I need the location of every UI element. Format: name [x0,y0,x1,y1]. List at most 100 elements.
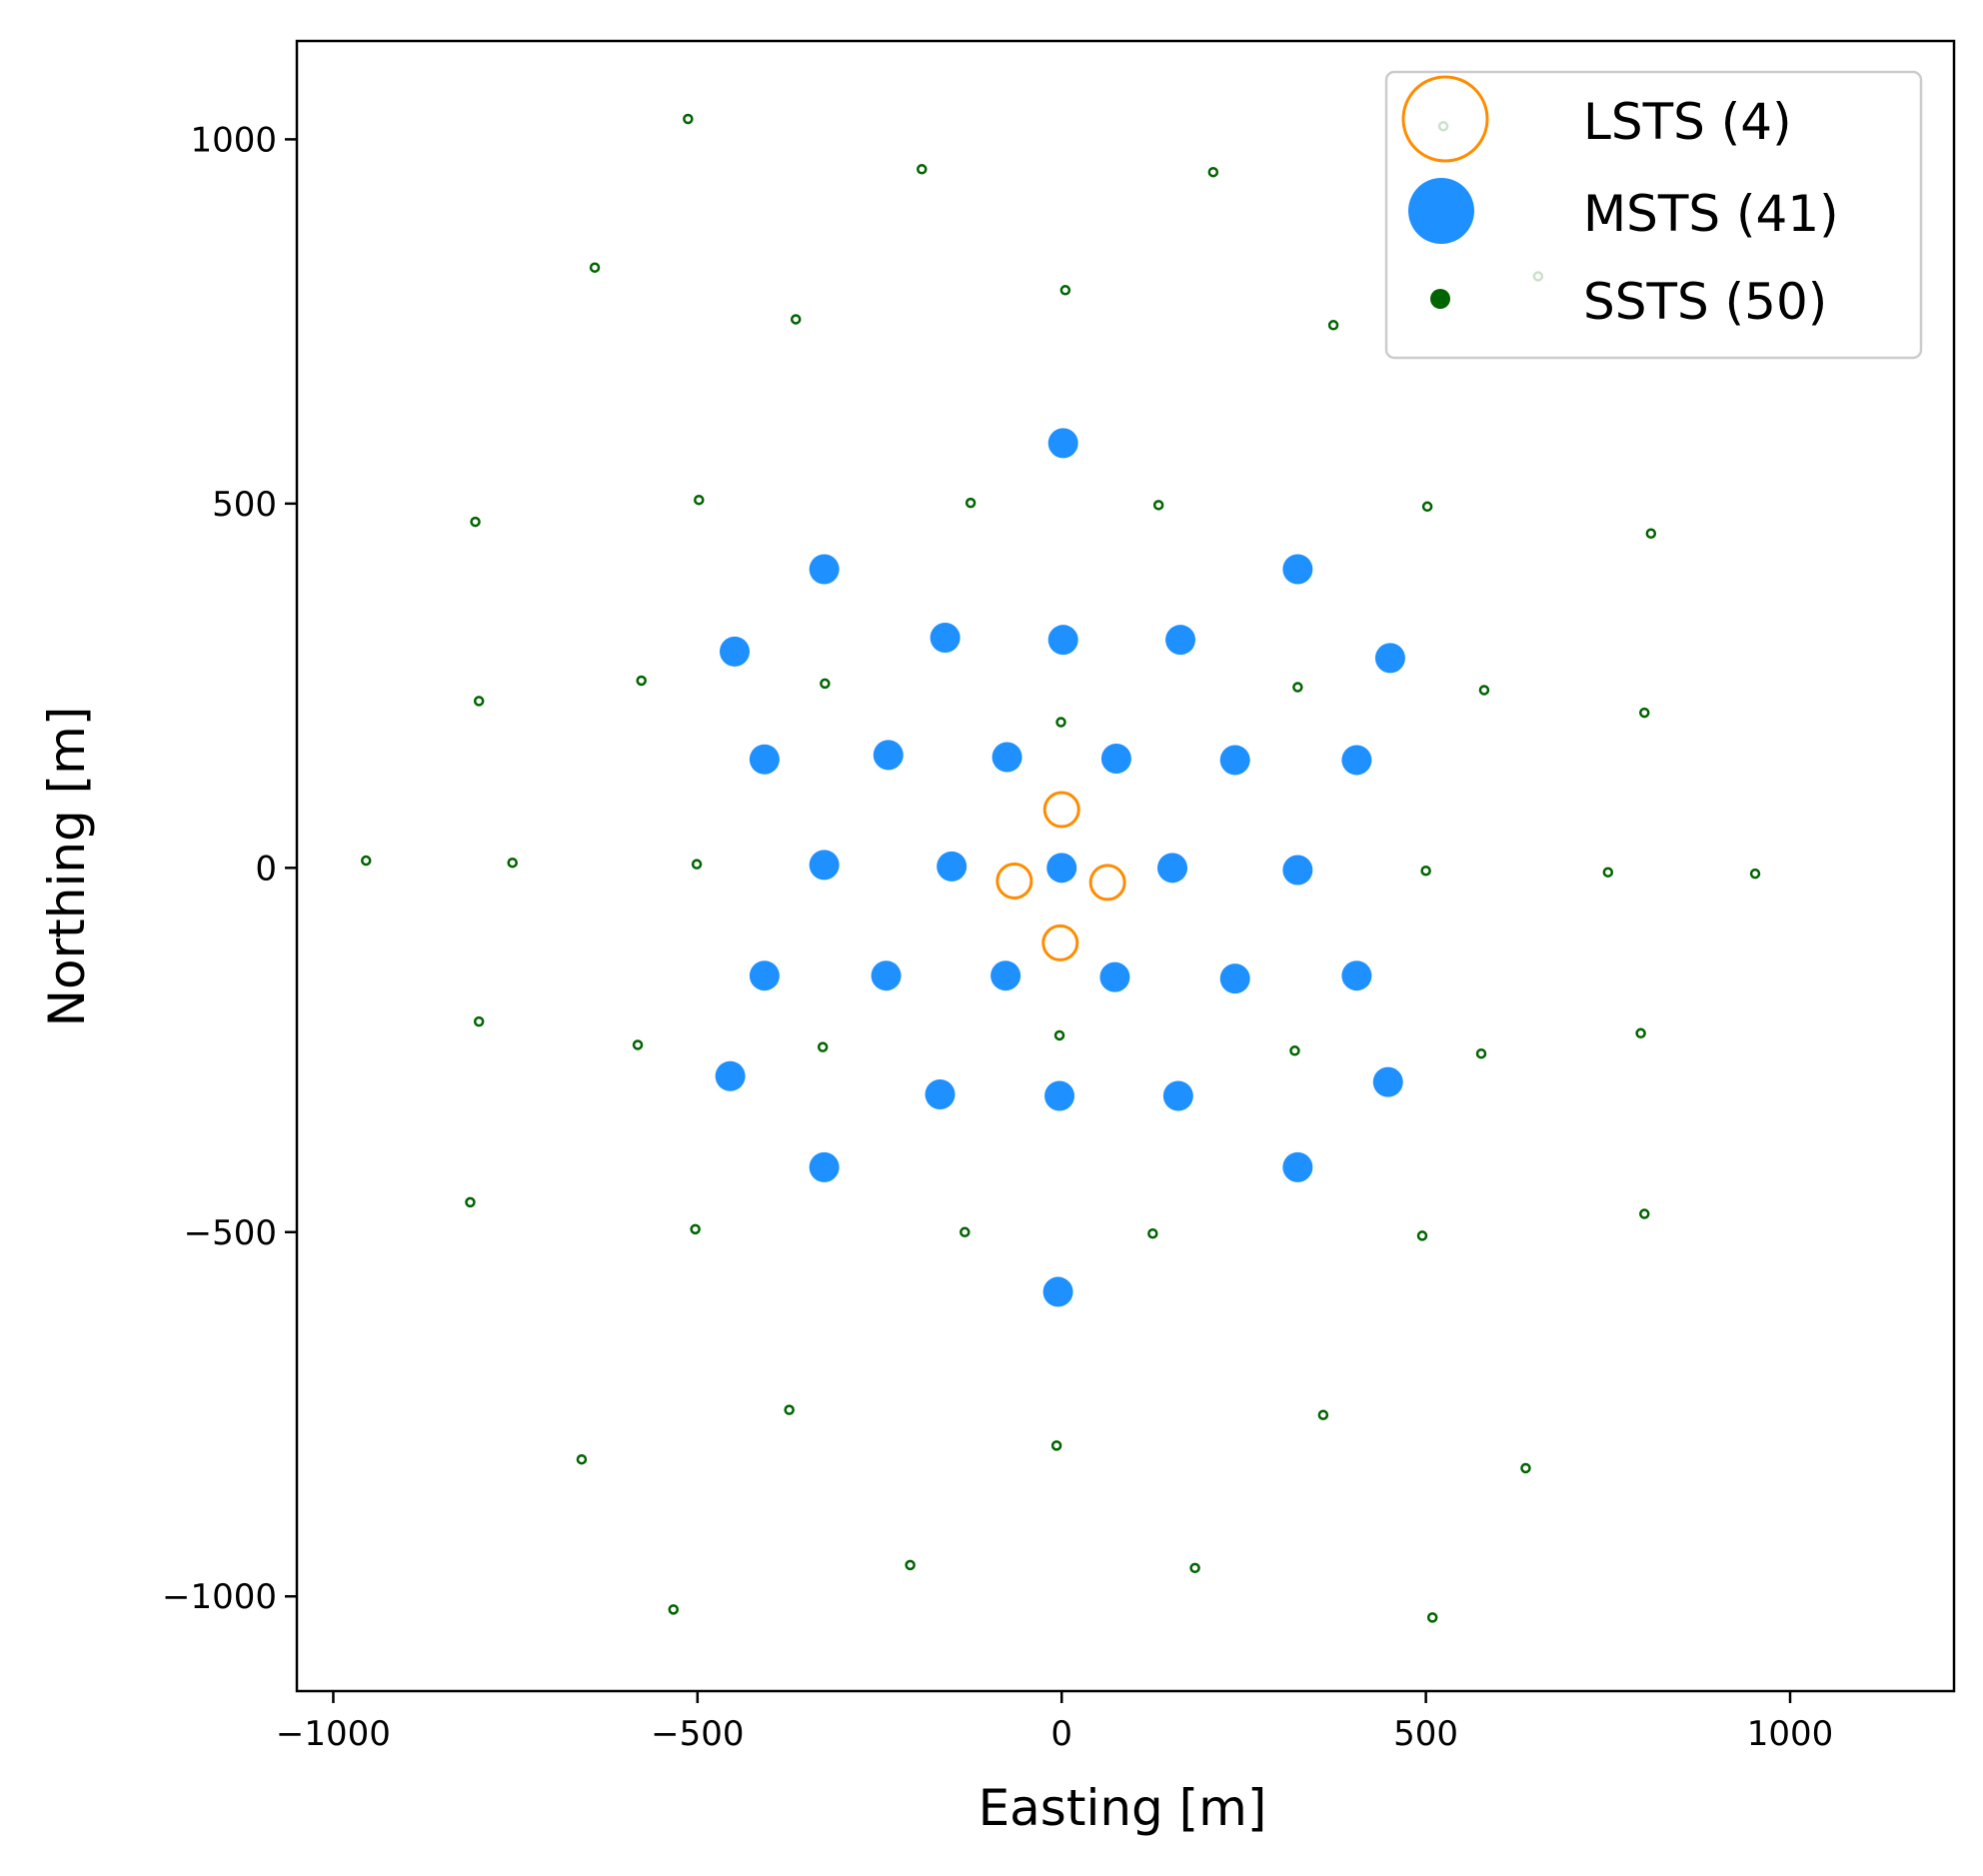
ssts-point [1416,1230,1428,1241]
y-axis-title: Northing [m] [38,707,96,1027]
ssts-point [1749,868,1761,880]
ssts-point [360,855,372,867]
ssts-point [1059,285,1071,296]
y-tick-label: −1000 [162,1577,277,1617]
msts-point [720,636,751,667]
x-tick-label: 1000 [1747,1714,1834,1754]
ssts-point [960,1226,971,1238]
y-tick-label: 0 [255,849,277,889]
msts-point [1044,1080,1075,1111]
ssts-point [1635,1027,1646,1039]
lsts-markers [995,791,1126,961]
ssts-point [1053,1029,1065,1041]
legend-label-msts: MSTS (41) [1583,185,1839,243]
msts-point [1047,625,1078,656]
x-axis-title: Easting [m] [979,1779,1267,1837]
msts-markers [715,428,1405,1307]
ssts-point [1189,1562,1200,1574]
ssts-point [694,494,705,506]
ssts-point [1602,867,1614,878]
lsts-point [995,862,1033,900]
ssts-point [465,1196,476,1208]
msts-point [1046,853,1077,884]
msts-point [925,1079,956,1110]
msts-point [1165,625,1196,656]
ssts-point [1292,682,1303,693]
y-tick-label: 1000 [190,120,277,160]
ssts-point [632,1039,644,1050]
ssts-point [1147,1227,1158,1239]
lsts-point [1042,791,1080,829]
ssts-point [636,675,647,687]
ssts-point [790,314,802,325]
ssts-point [1050,1440,1062,1451]
ssts-point [784,1404,795,1415]
ssts-point [1421,501,1433,513]
msts-point [715,1060,746,1091]
y-axis-ticks: −1000 −500 0 500 1000 [162,120,297,1617]
y-tick-label: −500 [184,1213,277,1253]
x-tick-label: 0 [1050,1714,1072,1754]
legend-marker-ssts [1430,289,1450,309]
plot-frame [295,39,1956,1693]
ssts-point [1645,528,1657,539]
legend-box [1384,70,1923,360]
ssts-point [905,1559,916,1571]
ssts-point [1055,717,1066,728]
x-axis-ticks: −1000 −500 0 500 1000 [276,1691,1833,1754]
ssts-point [589,262,601,273]
msts-point [1157,853,1188,884]
msts-point [1099,961,1130,992]
msts-point [1219,963,1250,994]
ssts-point [691,859,703,870]
msts-point [749,744,780,775]
ssts-point [668,1604,680,1615]
msts-point [1372,1066,1403,1097]
msts-point [1047,428,1078,459]
legend: LSTS (4) MSTS (41) SSTS (50) [1384,70,1923,360]
ssts-point [470,516,481,528]
ssts-point [965,497,977,509]
ssts-point [1152,500,1164,511]
ssts-point [683,113,694,125]
ssts-point [820,678,831,690]
ssts-point [576,1453,588,1465]
msts-point [809,554,840,585]
ssts-point [1475,1047,1487,1059]
ssts-point [1639,1208,1650,1219]
msts-point [1042,1276,1073,1307]
msts-point [1282,554,1313,585]
msts-point [1282,1151,1313,1182]
msts-point [1219,745,1250,776]
legend-marker-lsts [1401,75,1489,163]
ssts-point [1317,1409,1329,1420]
msts-point [1374,643,1405,674]
ssts-point [473,696,485,707]
ssts-point [507,857,518,869]
ssts-point [1520,1462,1531,1474]
y-tick-label: 500 [212,485,277,525]
msts-point [1341,960,1372,991]
ssts-point [690,1223,701,1235]
msts-point [809,1151,840,1182]
legend-label-ssts: SSTS (50) [1583,273,1827,331]
ssts-point [1289,1045,1300,1056]
msts-point [749,960,780,991]
lsts-point [1041,924,1079,961]
x-tick-label: −1000 [276,1714,391,1754]
ssts-point [817,1041,829,1052]
ssts-point [1639,707,1650,719]
msts-point [1162,1080,1193,1111]
msts-point [992,742,1022,773]
msts-point [1100,743,1131,774]
legend-label-lsts: LSTS (4) [1583,93,1792,151]
msts-point [1341,745,1372,776]
ssts-point [1420,865,1431,877]
ssts-point [1327,320,1339,331]
ssts-point [1207,166,1219,178]
msts-point [873,740,904,771]
msts-point [871,960,902,991]
msts-point [930,622,961,653]
lsts-point [1088,864,1126,902]
